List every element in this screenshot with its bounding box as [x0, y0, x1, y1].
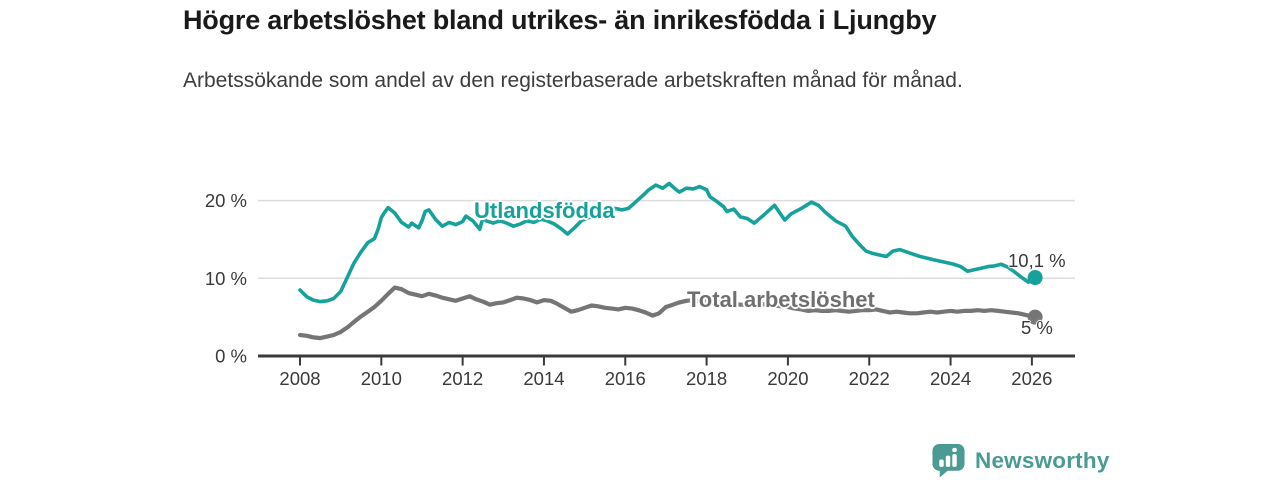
newsworthy-logo[interactable]: Newsworthy: [931, 443, 1110, 478]
y-axis-label: 20 %: [205, 190, 247, 211]
end-value-label-total: 5 %: [1021, 317, 1053, 338]
x-axis-label: 2022: [849, 368, 890, 389]
y-axis-label: 0 %: [215, 346, 247, 367]
end-value-label-utlandsfodda: 10,1 %: [1008, 250, 1066, 271]
newsworthy-logo-text: Newsworthy: [975, 447, 1110, 473]
series-end-dot: [1027, 309, 1043, 325]
x-axis-label: 2008: [279, 368, 320, 389]
chart-subtitle: Arbetssökande som andel av den registerb…: [183, 69, 963, 92]
x-axis-label: 2020: [767, 368, 808, 389]
series-label-total-arbetsloshet: Total arbetslöshet: [687, 287, 875, 312]
series-end-dot: [1027, 270, 1043, 286]
y-axis-label: 10 %: [205, 268, 247, 289]
series-label-utlandsfodda: Utlandsfödda: [474, 198, 615, 223]
newsworthy-logo-icon: [932, 443, 965, 478]
line-utlandsfodda: [298, 181, 1037, 304]
x-axis-label: 2016: [605, 368, 646, 389]
line-total-arbetsloshet: [297, 285, 1038, 341]
x-axis-label: 2014: [523, 368, 564, 389]
x-axis-label: 2024: [930, 368, 971, 389]
x-axis-label: 2026: [1011, 368, 1052, 389]
page-title: Högre arbetslöshet bland utrikes- än inr…: [183, 5, 937, 35]
x-axis-label: 2012: [442, 368, 483, 389]
x-axis-label: 2018: [686, 368, 727, 389]
x-axis-label: 2010: [361, 368, 402, 389]
